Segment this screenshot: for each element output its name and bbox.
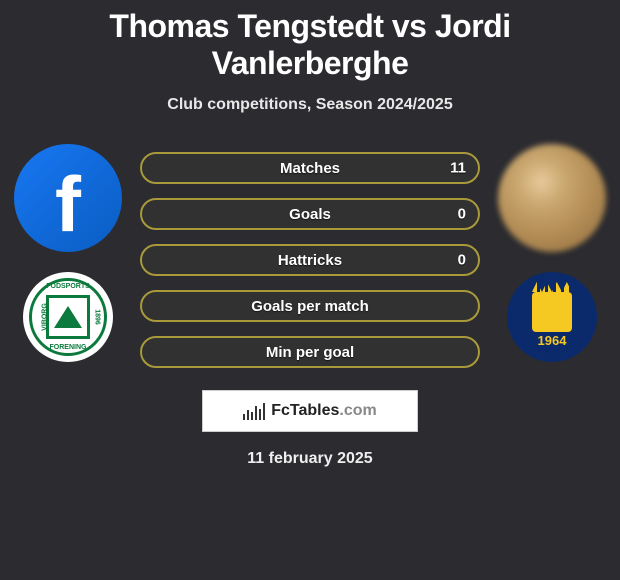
- stat-label: Goals: [289, 206, 331, 223]
- right-column: 1964: [498, 144, 606, 362]
- player2-avatar: [498, 144, 606, 252]
- brand-suffix: .com: [339, 402, 376, 419]
- stat-row-hattricks: Hattricks 0: [140, 244, 480, 276]
- brand-text: FcTables.com: [271, 402, 377, 420]
- stat-row-goals-per-match: Goals per match: [140, 290, 480, 322]
- date-line: 11 february 2025: [0, 450, 620, 468]
- bar-chart-icon: [243, 402, 265, 420]
- stat-label: Matches: [280, 160, 340, 177]
- brand-box: FcTables.com: [202, 390, 418, 432]
- stat-row-goals: Goals 0: [140, 198, 480, 230]
- comparison-content: f FODSPORTS FORENING VIBORG 1896 1964: [0, 144, 620, 468]
- player1-name: Thomas Tengstedt: [109, 8, 383, 44]
- stat-label: Goals per match: [251, 298, 369, 315]
- player2-club-badge: 1964: [507, 272, 597, 362]
- left-column: f FODSPORTS FORENING VIBORG 1896: [14, 144, 122, 362]
- stat-rows: Matches 11 Goals 0 Hattricks 0 Goals per…: [140, 144, 480, 368]
- subtitle: Club competitions, Season 2024/2025: [0, 96, 620, 114]
- stat-label: Hattricks: [278, 252, 342, 269]
- stat-label: Min per goal: [266, 344, 354, 361]
- stat-right: 0: [458, 252, 466, 269]
- stat-right: 0: [458, 206, 466, 223]
- player1-avatar: f: [14, 144, 122, 252]
- brand-name: FcTables: [271, 402, 339, 419]
- stat-right: 11: [450, 160, 466, 177]
- stat-row-min-per-goal: Min per goal: [140, 336, 480, 368]
- page-title: Thomas Tengstedt vs Jordi Vanlerberghe: [0, 0, 620, 86]
- vs-label: vs: [392, 8, 427, 44]
- stat-row-matches: Matches 11: [140, 152, 480, 184]
- player1-club-badge: FODSPORTS FORENING VIBORG 1896: [23, 272, 113, 362]
- club-right-year: 1964: [507, 333, 597, 348]
- facebook-icon: f: [55, 159, 81, 250]
